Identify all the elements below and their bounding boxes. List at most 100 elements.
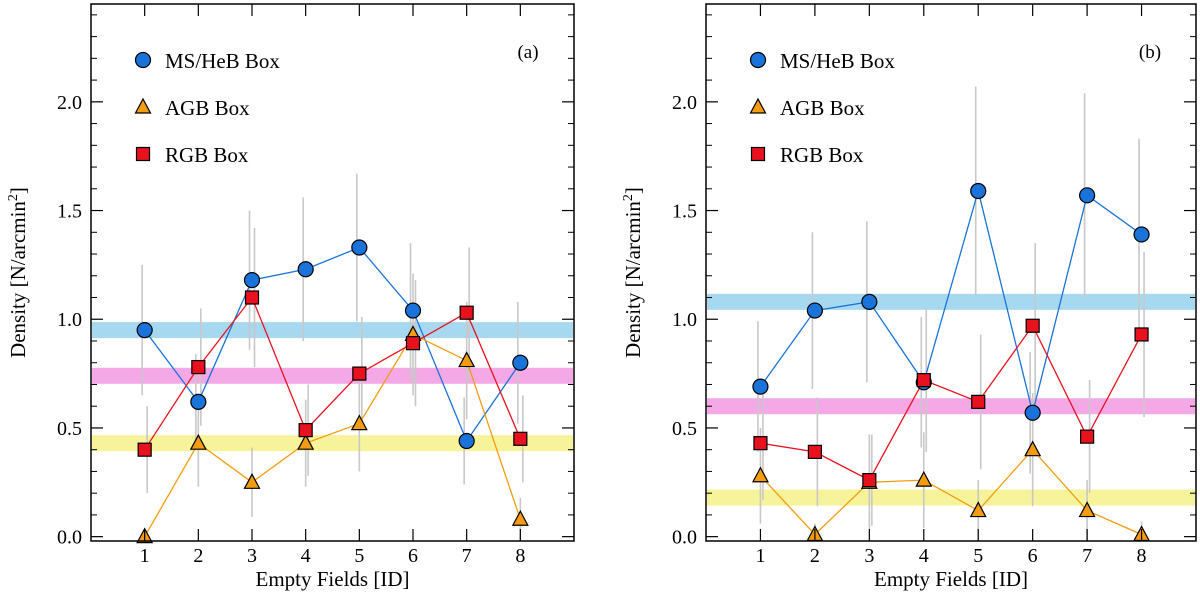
x-tick-label: 4 xyxy=(919,545,929,567)
data-point xyxy=(350,414,368,431)
y-tick-label: 1.0 xyxy=(57,309,82,331)
data-point xyxy=(298,423,313,438)
y-axis-title-close: ] xyxy=(621,187,645,194)
data-point xyxy=(1024,440,1042,457)
data-point xyxy=(513,431,528,446)
y-tick-label: 1.5 xyxy=(57,201,82,223)
legend-marker xyxy=(750,146,766,162)
x-tick-label: 1 xyxy=(755,545,765,567)
legend-marker xyxy=(135,146,151,162)
data-point xyxy=(459,305,474,320)
mean-band xyxy=(707,293,1195,310)
x-axis-title: Empty Fields [ID] xyxy=(256,567,410,591)
series-line xyxy=(760,324,1143,481)
data-point xyxy=(189,433,207,450)
legend: MS/HeB Box AGB Box RGB Box xyxy=(134,49,280,167)
legend-marker xyxy=(749,97,767,114)
data-point xyxy=(752,378,769,395)
y-tick-label: 1.5 xyxy=(672,201,697,223)
mean-band xyxy=(707,489,1195,506)
data-point xyxy=(297,433,315,450)
data-point xyxy=(1079,187,1096,204)
x-tick-label: 2 xyxy=(810,545,820,567)
plot-frame xyxy=(90,3,575,542)
data-point xyxy=(352,366,367,381)
data-point xyxy=(862,473,877,488)
data-point xyxy=(1078,501,1096,518)
legend-label: AGB Box xyxy=(780,96,865,120)
data-point xyxy=(1080,429,1095,444)
data-point xyxy=(915,470,933,487)
data-point xyxy=(971,394,986,409)
mean-band xyxy=(92,367,573,384)
y-tick-label: 1.0 xyxy=(672,309,697,331)
y-axis-title: Density [N/arcmin2] xyxy=(621,187,645,358)
legend-label: MS/HeB Box xyxy=(780,49,895,73)
data-point xyxy=(1024,404,1041,421)
x-tick-label: 2 xyxy=(193,545,203,567)
legend: MS/HeB Box AGB Box RGB Box xyxy=(749,49,895,167)
data-point xyxy=(861,293,878,310)
panel-a: 0.0 0.5 1.0 1.5 2.0 1 2 3 4 5 6 7 8 Empty Fields [ID]… xyxy=(6,3,575,591)
y-tick-label: 0.0 xyxy=(672,527,697,549)
x-tick-label: 3 xyxy=(247,545,257,567)
data-point xyxy=(458,351,476,368)
legend-marker xyxy=(134,51,152,69)
x-tick-label: 8 xyxy=(1137,545,1147,567)
x-tick-label: 5 xyxy=(354,545,364,567)
data-point xyxy=(136,322,153,339)
x-tick-label: 6 xyxy=(1028,545,1038,567)
legend-label: RGB Box xyxy=(165,143,249,167)
x-axis-title: Empty Fields [ID] xyxy=(874,567,1028,591)
data-point xyxy=(916,373,931,388)
y-axis-title-close: ] xyxy=(6,187,30,194)
data-point xyxy=(1133,226,1150,243)
data-point xyxy=(351,239,368,256)
y-axis-title-main: Density [N/arcmin xyxy=(6,201,30,358)
y-axis-title-text: Density [N/arcmin2] xyxy=(6,187,30,358)
x-tick-label: 1 xyxy=(140,545,150,567)
data-point xyxy=(405,336,421,351)
data-point xyxy=(512,354,529,371)
data-point xyxy=(753,436,768,451)
data-point xyxy=(243,473,261,489)
data-point xyxy=(404,302,422,319)
data-point xyxy=(806,302,823,319)
panel-b: 0.0 0.5 1.0 1.5 2.0 1 2 3 4 5 6 7 8 Empty Fields [ID]… xyxy=(621,3,1197,591)
series-line xyxy=(144,246,521,443)
data-point xyxy=(243,272,261,289)
legend-label: MS/HeB Box xyxy=(165,49,280,73)
data-point xyxy=(297,261,314,278)
data-point xyxy=(807,444,822,459)
legend-label: RGB Box xyxy=(780,143,864,167)
panel-label: (b) xyxy=(1139,42,1161,63)
y-tick-label: 0.5 xyxy=(672,418,697,440)
legend-marker xyxy=(134,97,152,114)
x-tick-label: 7 xyxy=(1082,545,1092,567)
mean-band xyxy=(92,322,573,339)
panel-label: (a) xyxy=(517,42,538,63)
data-point xyxy=(191,359,206,375)
data-point xyxy=(1134,327,1149,342)
y-axis-title-superscript: 2 xyxy=(621,194,636,201)
x-tick-label: 7 xyxy=(462,545,472,567)
y-tick-label: 2.0 xyxy=(57,92,82,114)
y-axis-title: Density [N/arcmin2] xyxy=(6,187,30,358)
mean-band xyxy=(92,435,573,452)
series-line xyxy=(144,296,521,451)
y-tick-label: 2.0 xyxy=(672,92,697,114)
plot-frame xyxy=(705,3,1197,542)
data-point xyxy=(970,182,987,200)
y-axis-title-main: Density [N/arcmin xyxy=(621,201,645,358)
y-axis-title-text: Density [N/arcmin2] xyxy=(621,187,645,358)
x-tick-label: 6 xyxy=(408,545,418,567)
data-point xyxy=(511,509,529,526)
series-line xyxy=(759,448,1142,536)
x-tick-label: 4 xyxy=(301,545,311,567)
y-tick-label: 0.5 xyxy=(57,418,82,440)
x-tick-label: 3 xyxy=(864,545,874,567)
legend-marker xyxy=(749,51,767,69)
data-point xyxy=(137,442,152,457)
legend-label: AGB Box xyxy=(165,96,250,120)
